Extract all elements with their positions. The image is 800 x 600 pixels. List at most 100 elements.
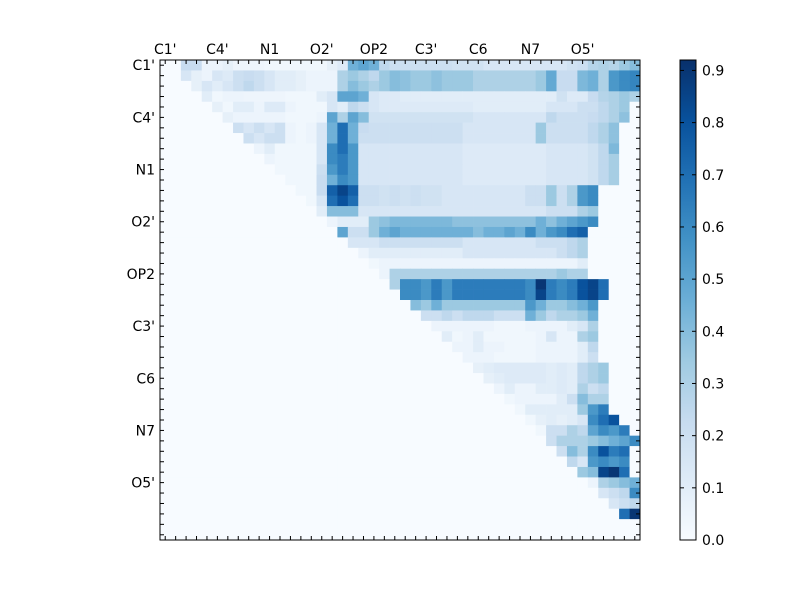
heatmap-cell [212, 414, 223, 426]
heatmap-cell [400, 300, 411, 311]
heatmap-cell [556, 195, 568, 207]
colorbar-tick-label: 0.9 [702, 63, 724, 79]
heatmap-cell [504, 373, 516, 384]
heatmap-cell [274, 320, 286, 332]
heatmap-cell [316, 122, 328, 134]
heatmap-cell [598, 122, 610, 134]
heatmap-cell [389, 466, 401, 478]
heatmap-cell [337, 414, 349, 426]
heatmap-cell [608, 466, 620, 478]
heatmap-cell [264, 529, 276, 541]
heatmap-cell [452, 153, 463, 165]
heatmap-cell [566, 80, 578, 92]
heatmap-cell [629, 466, 641, 478]
heatmap-cell [619, 300, 630, 311]
heatmap-cell [160, 70, 171, 82]
heatmap-cell [514, 143, 526, 155]
heatmap-cell [452, 362, 463, 374]
heatmap-cell [191, 112, 203, 123]
heatmap-cell [629, 519, 641, 530]
heatmap-cell [233, 373, 244, 384]
heatmap-cell [264, 268, 276, 280]
heatmap-cell [452, 185, 463, 197]
heatmap-cell [253, 195, 265, 207]
heatmap-cell [462, 300, 474, 311]
heatmap-cell [358, 122, 370, 134]
heatmap-cell [358, 487, 370, 499]
heatmap-cell [504, 258, 516, 270]
heatmap-cell [274, 143, 286, 155]
heatmap-cell [347, 268, 359, 280]
heatmap-cell [347, 341, 359, 353]
heatmap-cell [473, 185, 484, 197]
heatmap-cell [483, 487, 495, 499]
heatmap-cell [493, 60, 505, 71]
heatmap-cell [577, 80, 589, 92]
heatmap-cell [504, 133, 516, 144]
heatmap-cell [379, 237, 390, 249]
heatmap-cell [253, 258, 265, 270]
heatmap-cell [566, 174, 578, 186]
heatmap-cell [473, 393, 484, 405]
heatmap-cell [483, 206, 495, 217]
heatmap-cell [493, 519, 505, 530]
heatmap-cell [368, 101, 380, 113]
heatmap-cell [410, 435, 422, 447]
heatmap-cell [514, 122, 526, 134]
heatmap-cell [452, 404, 463, 416]
heatmap-cell [493, 122, 505, 134]
heatmap-cell [619, 153, 630, 165]
heatmap-cell [191, 383, 203, 395]
heatmap-cell [483, 446, 495, 457]
heatmap-cell [295, 310, 307, 322]
heatmap-cell [483, 70, 495, 82]
heatmap-cell [368, 477, 380, 489]
heatmap-cell [347, 487, 359, 499]
heatmap-cell [160, 310, 171, 322]
heatmap-cell [566, 153, 578, 165]
heatmap-cell [274, 508, 286, 520]
heatmap-cell [493, 80, 505, 92]
heatmap-cell [598, 60, 610, 71]
heatmap-cell [608, 331, 620, 343]
heatmap-cell [243, 289, 255, 301]
heatmap-cell [535, 60, 547, 71]
heatmap-cell [306, 393, 317, 405]
heatmap-cell [285, 133, 297, 144]
heatmap-cell [368, 300, 380, 311]
heatmap-cell [566, 508, 578, 520]
heatmap-cell [577, 237, 589, 249]
heatmap-cell [577, 289, 589, 301]
heatmap-cell [389, 80, 401, 92]
heatmap-cell [504, 164, 516, 176]
heatmap-cell [525, 456, 537, 468]
heatmap-cell [525, 279, 537, 290]
heatmap-cell [243, 446, 255, 457]
heatmap-cell [431, 289, 443, 301]
heatmap-cell [587, 164, 599, 176]
heatmap-cell [400, 414, 411, 426]
heatmap-cell [212, 258, 223, 270]
heatmap-cell [212, 352, 223, 363]
heatmap-cell [191, 425, 203, 437]
heatmap-cell [587, 247, 599, 259]
heatmap-cell [556, 185, 568, 197]
heatmap-cell [379, 185, 390, 197]
heatmap-cell [326, 383, 338, 395]
heatmap-cell [410, 268, 422, 280]
heatmap-cell [587, 331, 599, 343]
heatmap-cell [619, 477, 630, 489]
heatmap-cell [441, 373, 453, 384]
heatmap-cell [441, 456, 453, 468]
heatmap-cell [619, 446, 630, 457]
heatmap-cell [577, 404, 589, 416]
heatmap-cell [316, 216, 328, 228]
heatmap-cell [587, 174, 599, 186]
heatmap-cell [452, 519, 463, 530]
heatmap-cell [619, 185, 630, 197]
heatmap-cell [201, 153, 213, 165]
heatmap-cell [483, 362, 495, 374]
heatmap-cell [629, 80, 641, 92]
heatmap-cell [243, 352, 255, 363]
heatmap-cell [400, 352, 411, 363]
